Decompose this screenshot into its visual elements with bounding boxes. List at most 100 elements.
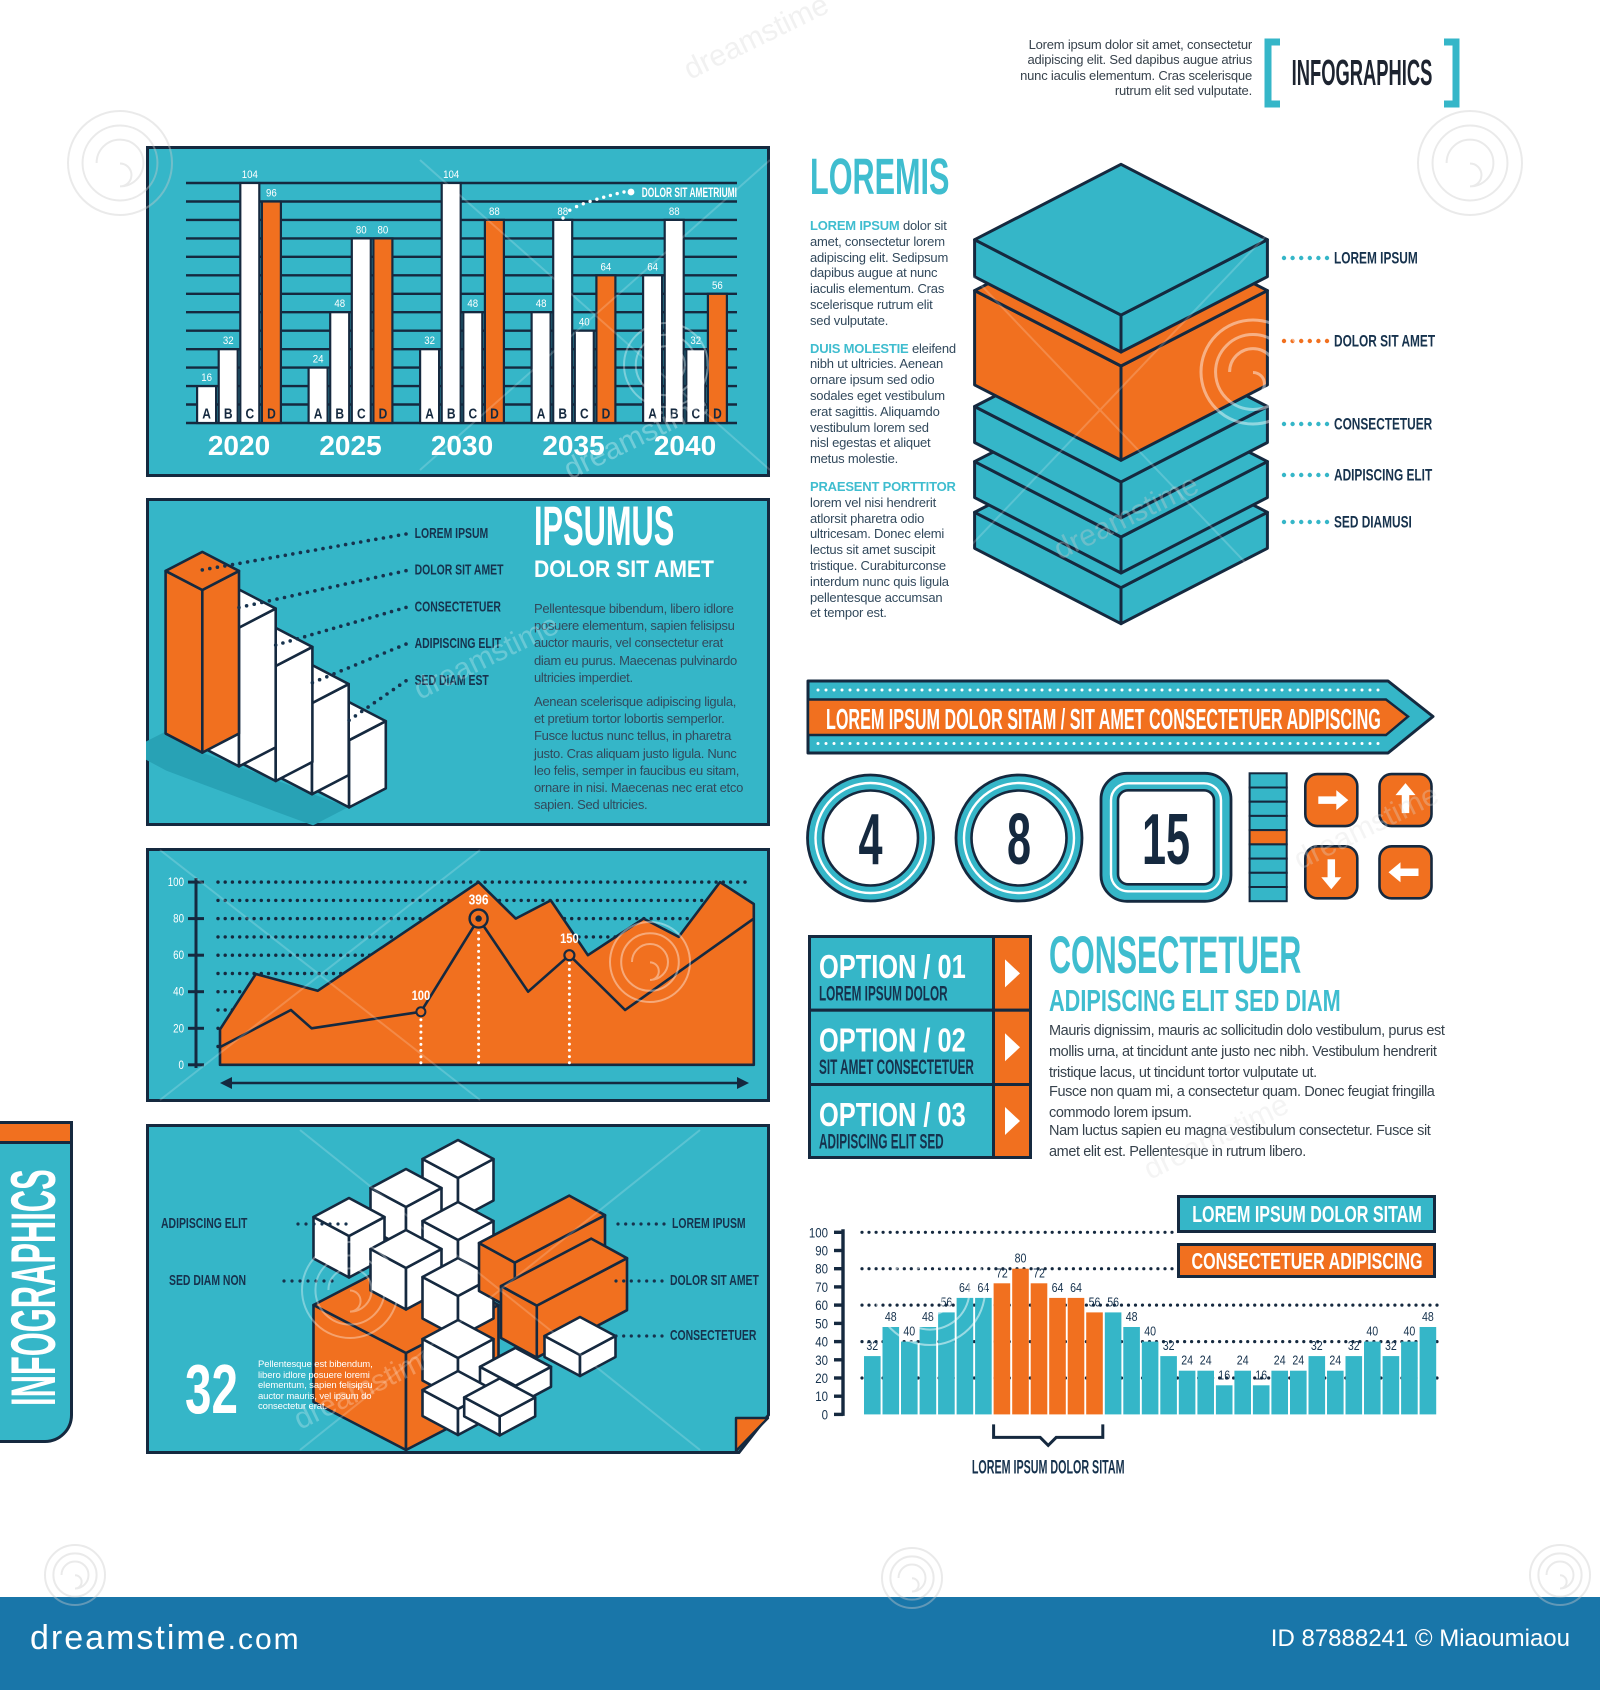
svg-text:DOLOR SIT AMET: DOLOR SIT AMET bbox=[670, 1272, 759, 1288]
svg-text:CONSECTETUER: CONSECTETUER bbox=[415, 599, 501, 615]
svg-text:dreamstime: dreamstime bbox=[1289, 778, 1444, 876]
svg-text:32: 32 bbox=[185, 1350, 238, 1428]
svg-text:32: 32 bbox=[1385, 1339, 1397, 1353]
svg-text:104: 104 bbox=[443, 170, 459, 182]
svg-text:4: 4 bbox=[858, 799, 882, 880]
svg-text:48: 48 bbox=[536, 299, 547, 311]
svg-text:24: 24 bbox=[1181, 1354, 1193, 1368]
svg-text:40: 40 bbox=[579, 317, 590, 329]
svg-text:C: C bbox=[580, 405, 589, 422]
svg-text:DOLOR SIT AMETRIUMI: DOLOR SIT AMETRIUMI bbox=[642, 186, 737, 201]
svg-text:32: 32 bbox=[424, 336, 435, 348]
svg-text:72: 72 bbox=[1033, 1267, 1045, 1281]
svg-text:2035: 2035 bbox=[542, 430, 604, 461]
svg-text:OPTION / 02: OPTION / 02 bbox=[819, 1023, 966, 1060]
svg-text:56: 56 bbox=[1107, 1296, 1119, 1310]
svg-text:100: 100 bbox=[412, 988, 431, 1003]
svg-text:dreamstime: dreamstime bbox=[1049, 468, 1204, 566]
svg-text:A: A bbox=[314, 405, 323, 422]
svg-text:A: A bbox=[537, 405, 546, 422]
svg-text:24: 24 bbox=[1329, 1354, 1341, 1368]
svg-text:B: B bbox=[558, 405, 567, 422]
svg-text:48: 48 bbox=[334, 299, 345, 311]
svg-text:SED DIAM NON: SED DIAM NON bbox=[169, 1272, 246, 1288]
svg-text:10: 10 bbox=[815, 1389, 828, 1404]
svg-text:80: 80 bbox=[1015, 1252, 1027, 1266]
svg-text:150: 150 bbox=[560, 931, 579, 946]
svg-text:D: D bbox=[379, 405, 388, 422]
svg-text:80: 80 bbox=[815, 1262, 828, 1277]
svg-text:24: 24 bbox=[1237, 1354, 1249, 1368]
svg-text:dreamstime: dreamstime bbox=[1139, 1088, 1294, 1186]
svg-text:100: 100 bbox=[809, 1225, 828, 1240]
svg-text:40: 40 bbox=[903, 1325, 915, 1339]
svg-text:C: C bbox=[468, 405, 477, 422]
svg-text:DOLOR SIT AMET: DOLOR SIT AMET bbox=[415, 562, 504, 578]
svg-text:48: 48 bbox=[885, 1310, 897, 1324]
svg-text:0: 0 bbox=[822, 1408, 828, 1423]
svg-text:20: 20 bbox=[173, 1023, 184, 1036]
svg-text:88: 88 bbox=[557, 206, 568, 218]
svg-text:A: A bbox=[648, 405, 657, 422]
svg-text:32: 32 bbox=[223, 336, 234, 348]
svg-text:OPTION / 03: OPTION / 03 bbox=[819, 1097, 966, 1134]
svg-text:ADIPISCING ELIT: ADIPISCING ELIT bbox=[1334, 467, 1432, 485]
svg-text:64: 64 bbox=[647, 262, 658, 274]
svg-text:56: 56 bbox=[1089, 1296, 1101, 1310]
svg-text:SIT AMET CONSECTETUER: SIT AMET CONSECTETUER bbox=[819, 1056, 974, 1079]
svg-text:ADIPISCING ELIT SED: ADIPISCING ELIT SED bbox=[819, 1130, 944, 1153]
svg-text:D: D bbox=[602, 405, 611, 422]
svg-text:ADIPISCING ELIT: ADIPISCING ELIT bbox=[161, 1215, 248, 1231]
svg-text:24: 24 bbox=[1200, 1354, 1212, 1368]
svg-text:C: C bbox=[357, 405, 366, 422]
svg-text:100: 100 bbox=[168, 876, 184, 889]
svg-text:80: 80 bbox=[356, 225, 367, 237]
svg-text:40: 40 bbox=[173, 986, 184, 999]
svg-text:16: 16 bbox=[201, 373, 212, 385]
svg-text:dreamstime: dreamstime bbox=[409, 608, 564, 706]
svg-text:DOLOR SIT AMET: DOLOR SIT AMET bbox=[1334, 333, 1435, 351]
svg-text:LOREM IPSUM DOLOR SITAM: LOREM IPSUM DOLOR SITAM bbox=[972, 1457, 1125, 1475]
svg-text:B: B bbox=[670, 405, 679, 422]
svg-text:16: 16 bbox=[1218, 1369, 1230, 1383]
svg-text:396: 396 bbox=[469, 891, 489, 908]
svg-text:32: 32 bbox=[1311, 1339, 1323, 1353]
svg-text:90: 90 bbox=[815, 1244, 828, 1259]
svg-text:40: 40 bbox=[815, 1335, 828, 1350]
svg-text:SED DIAMUSI: SED DIAMUSI bbox=[1334, 514, 1412, 532]
svg-text:24: 24 bbox=[1292, 1354, 1304, 1368]
svg-text:56: 56 bbox=[712, 280, 723, 292]
svg-text:24: 24 bbox=[1274, 1354, 1286, 1368]
svg-text:70: 70 bbox=[815, 1280, 828, 1295]
svg-text:D: D bbox=[713, 405, 722, 422]
svg-text:LOREM IPSUM DOLOR: LOREM IPSUM DOLOR bbox=[819, 982, 948, 1005]
svg-text:30: 30 bbox=[815, 1353, 828, 1368]
svg-text:88: 88 bbox=[669, 206, 680, 218]
svg-text:16: 16 bbox=[1255, 1369, 1267, 1383]
svg-text:80: 80 bbox=[378, 225, 389, 237]
svg-text:INFOGRAPHICS: INFOGRAPHICS bbox=[1292, 54, 1433, 94]
svg-text:64: 64 bbox=[977, 1281, 989, 1295]
svg-text:D: D bbox=[267, 405, 276, 422]
svg-text:2020: 2020 bbox=[208, 430, 270, 461]
svg-text:0: 0 bbox=[179, 1059, 184, 1072]
svg-text:C: C bbox=[691, 405, 700, 422]
svg-text:32: 32 bbox=[866, 1339, 878, 1353]
svg-text:LOREM IPSUM: LOREM IPSUM bbox=[1334, 250, 1418, 268]
svg-text:D: D bbox=[490, 405, 499, 422]
svg-text:64: 64 bbox=[959, 1281, 971, 1295]
svg-text:32: 32 bbox=[1163, 1339, 1175, 1353]
svg-text:20: 20 bbox=[815, 1371, 828, 1386]
svg-text:2040: 2040 bbox=[654, 430, 716, 461]
svg-text:A: A bbox=[425, 405, 434, 422]
svg-text:72: 72 bbox=[996, 1267, 1008, 1281]
svg-text:40: 40 bbox=[1366, 1325, 1378, 1339]
svg-text:OPTION / 01: OPTION / 01 bbox=[819, 949, 966, 986]
svg-text:64: 64 bbox=[1070, 1281, 1082, 1295]
svg-text:50: 50 bbox=[815, 1317, 828, 1332]
svg-text:80: 80 bbox=[173, 913, 184, 926]
svg-text:2030: 2030 bbox=[431, 430, 493, 461]
svg-text:24: 24 bbox=[313, 354, 324, 366]
svg-text:SED DIAM EST: SED DIAM EST bbox=[415, 672, 489, 688]
svg-text:40: 40 bbox=[1144, 1325, 1156, 1339]
